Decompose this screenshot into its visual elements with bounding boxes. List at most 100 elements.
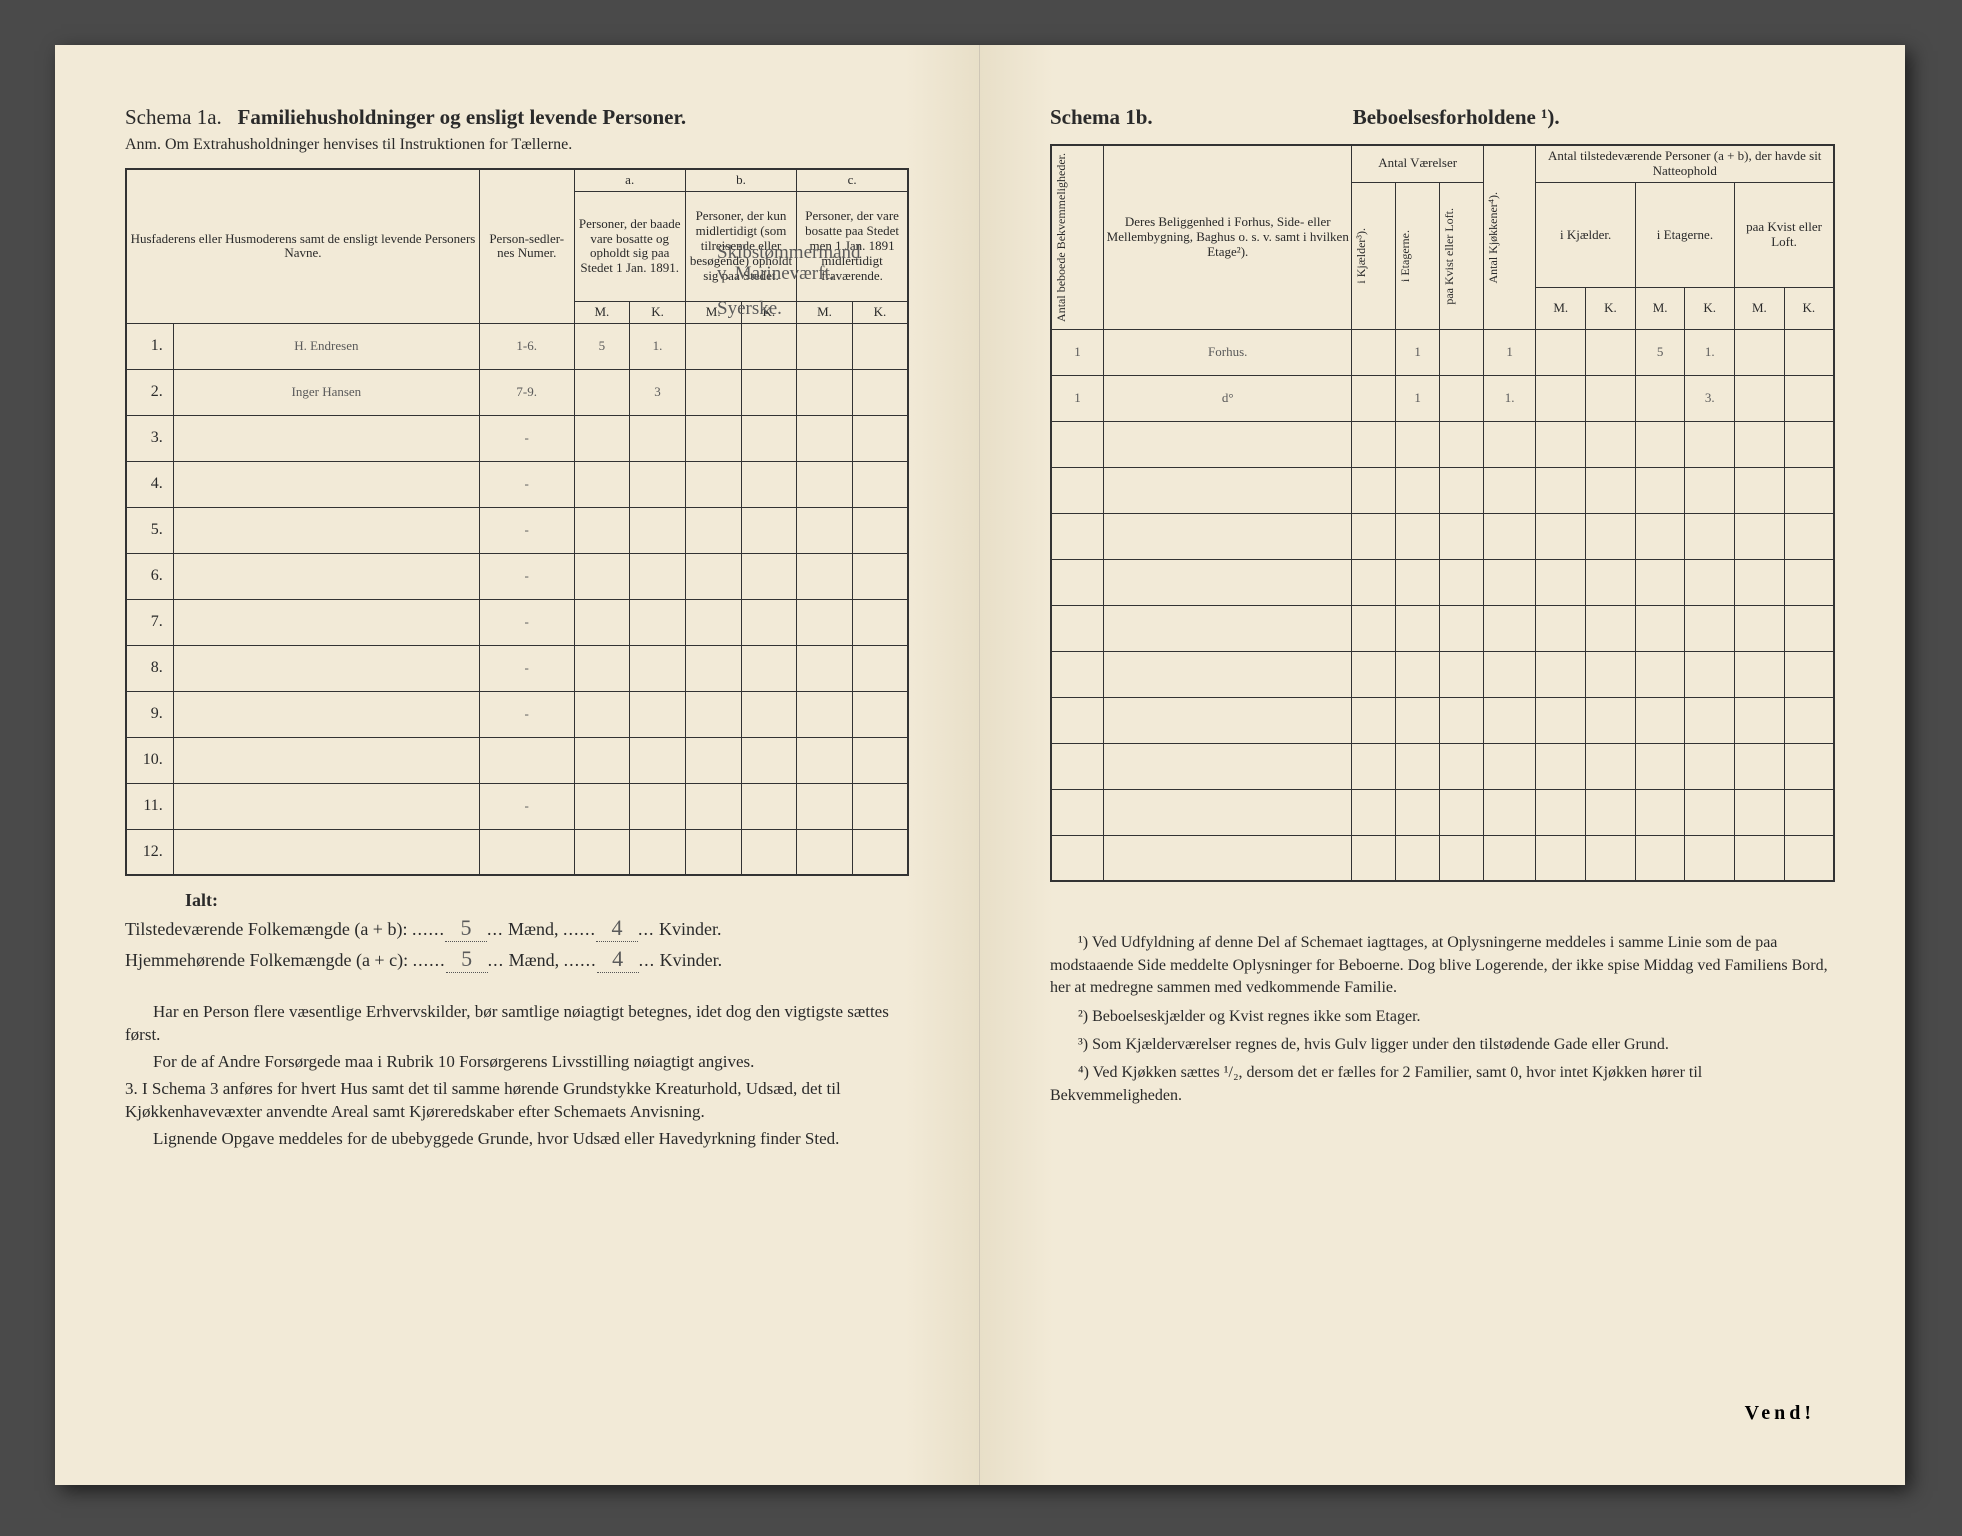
cell-bel: Forhus.	[1104, 329, 1352, 375]
cell-bM	[685, 783, 741, 829]
cell-pn	[479, 829, 574, 875]
table-row: 8.-	[126, 645, 908, 691]
cell-aK: 1.	[630, 323, 686, 369]
hdr-et-m: M.	[1635, 288, 1685, 330]
hdr-c-k: K.	[852, 301, 908, 323]
cell-etK	[1685, 697, 1735, 743]
cell-bM	[685, 461, 741, 507]
cell-ab: 1	[1051, 375, 1104, 421]
row-number: 1.	[126, 323, 173, 369]
cell-kv	[1440, 513, 1484, 559]
cell-cM	[797, 323, 853, 369]
table-row: 1d°11.3.	[1051, 375, 1834, 421]
cell-kjM	[1536, 559, 1586, 605]
cell-cK	[852, 737, 908, 783]
tot-maend-2: Mænd,	[509, 950, 560, 970]
hdr-person-num: Person-sedler-nes Numer.	[479, 169, 574, 323]
cell-aK: 3	[630, 369, 686, 415]
table-row: 2.Inger Hansen7-9.3	[126, 369, 908, 415]
cell-cK	[852, 783, 908, 829]
hdr-kj-m: M.	[1536, 288, 1586, 330]
cell-kvK	[1784, 375, 1834, 421]
cell-kvK	[1784, 697, 1834, 743]
right-table: Antal beboede Bekvemmeligheder. Deres Be…	[1050, 144, 1835, 882]
occ-row-2: Syerske.	[717, 299, 857, 320]
cell-kjM	[1536, 743, 1586, 789]
cell-cM	[797, 737, 853, 783]
cell-bel	[1104, 651, 1352, 697]
cell-kk	[1483, 467, 1536, 513]
cell-aK	[630, 507, 686, 553]
cell-kjM	[1536, 375, 1586, 421]
cell-kj	[1352, 789, 1396, 835]
cell-kvK	[1784, 421, 1834, 467]
cell-cM	[797, 599, 853, 645]
cell-bM	[685, 415, 741, 461]
cell-pn	[479, 737, 574, 783]
cell-kk: 1	[1483, 329, 1536, 375]
cell-kvM	[1735, 467, 1785, 513]
cell-bM	[685, 645, 741, 691]
cell-ab	[1051, 467, 1104, 513]
table-row	[1051, 605, 1834, 651]
cell-kvK	[1784, 605, 1834, 651]
cell-name	[173, 507, 479, 553]
cell-kvM	[1735, 605, 1785, 651]
cell-kvM	[1735, 789, 1785, 835]
cell-bel	[1104, 789, 1352, 835]
cell-etM	[1635, 651, 1685, 697]
left-schema-title: Schema 1a. Familiehusholdninger og ensli…	[125, 105, 909, 130]
tot2-m: 5	[446, 946, 488, 973]
row-number: 3.	[126, 415, 173, 461]
cell-kk	[1483, 789, 1536, 835]
hdr-i-kjaelder-t: i Kjælder³).	[1354, 224, 1370, 288]
cell-bK	[741, 461, 797, 507]
cell-et	[1396, 743, 1440, 789]
cell-bel	[1104, 421, 1352, 467]
cell-kk	[1483, 421, 1536, 467]
hdr-antal-vaerelser: Antal Værelser	[1352, 145, 1483, 182]
cell-bel	[1104, 697, 1352, 743]
table-row: 4.-	[126, 461, 908, 507]
tot-maend: Mænd,	[508, 919, 559, 939]
cell-bM	[685, 507, 741, 553]
right-title-row: Schema 1b. Beboelsesforholdene ¹).	[1050, 105, 1835, 130]
hdr-kj-k: K.	[1586, 288, 1636, 330]
cell-ab	[1051, 789, 1104, 835]
cell-aM	[574, 645, 630, 691]
cell-aK	[630, 553, 686, 599]
cell-name	[173, 415, 479, 461]
hdr-i-etagerne-t: i Etagerne.	[1398, 226, 1414, 286]
cell-aK	[630, 461, 686, 507]
cell-cK	[852, 829, 908, 875]
cell-kv	[1440, 329, 1484, 375]
table-row: 3.-	[126, 415, 908, 461]
tot-kvinder: Kvinder.	[659, 919, 722, 939]
cell-et	[1396, 559, 1440, 605]
cell-cM	[797, 553, 853, 599]
cell-bK	[741, 323, 797, 369]
row-number: 6.	[126, 553, 173, 599]
cell-kj	[1352, 375, 1396, 421]
cell-cM	[797, 507, 853, 553]
cell-kk	[1483, 743, 1536, 789]
cell-pn: -	[479, 461, 574, 507]
hdr-antal-beboede: Antal beboede Bekvemmeligheder.	[1051, 145, 1104, 329]
row-number: 11.	[126, 783, 173, 829]
cell-kj	[1352, 651, 1396, 697]
cell-et: 1	[1396, 329, 1440, 375]
rnote-4: ⁴) Ved Kjøkken sættes ¹/₂, dersom det er…	[1050, 1062, 1835, 1107]
cell-aM	[574, 507, 630, 553]
cell-aM	[574, 369, 630, 415]
cell-ab	[1051, 651, 1104, 697]
cell-bM	[685, 599, 741, 645]
cell-kjM	[1536, 835, 1586, 881]
table-row: 11.-	[126, 783, 908, 829]
tot2-label: Hjemmehørende Folkemængde (a + c):	[125, 950, 408, 970]
cell-aM	[574, 599, 630, 645]
cell-name	[173, 737, 479, 783]
cell-kvM	[1735, 697, 1785, 743]
cell-kv	[1440, 375, 1484, 421]
cell-kj	[1352, 743, 1396, 789]
cell-etK: 1.	[1685, 329, 1735, 375]
